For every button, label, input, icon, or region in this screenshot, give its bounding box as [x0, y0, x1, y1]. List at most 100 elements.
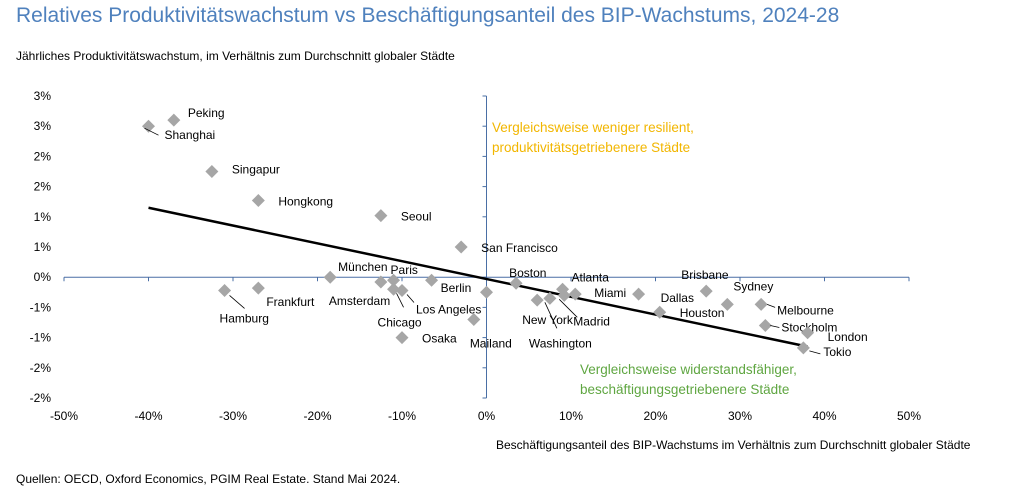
data-point-marker	[543, 291, 557, 305]
data-point-marker	[568, 287, 582, 301]
y-tick-label: 0%	[34, 270, 52, 284]
data-point-label: Boston	[509, 266, 546, 280]
x-tick-label: 10%	[559, 409, 583, 423]
data-point-marker	[754, 297, 768, 311]
data-point-label: Sydney	[733, 279, 773, 293]
data-point-label: Osaka	[422, 332, 457, 346]
data-point-marker	[425, 273, 439, 287]
chart-title: Relatives Produktivitätswachstum vs Besc…	[16, 4, 840, 27]
data-point-label: Miami	[594, 286, 626, 300]
data-point-label: Hongkong	[278, 194, 333, 208]
data-point-marker	[454, 240, 468, 254]
data-point-label: Hamburg	[220, 311, 269, 325]
data-point-label: Mailand	[470, 336, 512, 350]
label-leader-line	[558, 299, 578, 318]
label-leader-line	[544, 302, 558, 329]
x-tick-label: -30%	[219, 409, 247, 423]
data-point-label: Washington	[529, 336, 592, 350]
y-tick-label: 3%	[34, 119, 52, 133]
data-point-label: Chicago	[378, 315, 422, 329]
data-point-marker	[323, 270, 337, 284]
x-tick-label: 30%	[728, 409, 752, 423]
data-point-marker	[467, 312, 481, 326]
data-point-label: Tokio	[823, 345, 851, 359]
label-leader-line	[396, 293, 404, 308]
quadrant-annotation: Vergleichsweise widerstandsfähiger,	[580, 362, 797, 377]
data-point-marker	[205, 165, 219, 178]
data-point-label: Seoul	[401, 210, 432, 224]
label-leader-line	[229, 295, 245, 309]
data-point-marker	[480, 285, 493, 299]
data-point-label: Berlin	[441, 281, 472, 295]
x-tick-label: -40%	[134, 409, 162, 423]
data-point-marker	[720, 297, 734, 311]
data-point-marker	[699, 284, 713, 298]
source-note: Quellen: OECD, Oxford Economics, PGIM Re…	[16, 472, 401, 486]
label-leader-line	[770, 325, 780, 328]
y-tick-label: 2%	[34, 149, 52, 163]
y-axis-label: Jährliches Produktivitätswachstum, im Ve…	[16, 49, 455, 63]
x-tick-label: 20%	[643, 409, 667, 423]
data-point-marker	[251, 193, 265, 207]
y-tick-label: 3%	[34, 89, 52, 103]
trend-line	[148, 206, 808, 348]
data-point-marker	[395, 331, 409, 345]
y-tick-label: 2%	[34, 180, 52, 194]
data-point-label: Peking	[188, 106, 225, 120]
quadrant-annotation: produktivitätsgetriebenere Städte	[492, 140, 690, 155]
data-point-label: London	[828, 330, 868, 344]
label-leader-line	[406, 294, 415, 303]
data-point-marker	[796, 341, 810, 355]
data-point-label: Houston	[680, 306, 725, 320]
data-point-marker	[557, 288, 571, 302]
data-point-label: Melbourne	[777, 303, 834, 317]
data-point-label: Madrid	[573, 314, 610, 328]
x-tick-label: -10%	[388, 409, 416, 423]
data-point-marker	[167, 113, 181, 127]
x-tick-label: 0%	[478, 409, 496, 423]
x-tick-label: -20%	[303, 409, 331, 423]
y-tick-label: 1%	[34, 210, 52, 224]
y-tick-label: 1%	[34, 240, 52, 254]
data-point-label: San Francisco	[481, 241, 558, 255]
data-point-label: Amsterdam	[329, 294, 390, 308]
data-point-label: Los Angeles	[416, 302, 481, 316]
data-point-label: Paris	[391, 263, 418, 277]
data-point-marker	[142, 119, 155, 133]
data-point-marker	[530, 293, 544, 307]
x-axis-label: Beschäftigungsanteil des BIP-Wachstums i…	[496, 438, 971, 452]
data-point-label: Frankfurt	[266, 295, 315, 309]
data-point-marker	[801, 326, 815, 340]
x-tick-label: -50%	[50, 409, 78, 423]
data-point-label: Shanghai	[165, 128, 216, 142]
data-point-marker	[387, 282, 401, 296]
quadrant-annotation: beschäftigungsgetriebenere Städte	[580, 382, 789, 397]
data-point-marker	[251, 281, 265, 295]
label-leader-line	[766, 304, 776, 308]
data-point-label: Singapur	[232, 163, 280, 177]
data-point-marker	[374, 275, 388, 289]
data-point-label: Stockholm	[781, 321, 837, 335]
label-leader-line	[809, 350, 821, 355]
data-point-marker	[758, 319, 772, 333]
x-tick-label: 40%	[812, 409, 836, 423]
label-leader-line	[144, 127, 159, 136]
data-point-marker	[218, 283, 232, 297]
data-point-label: New York	[522, 313, 574, 327]
data-point-label: Atlanta	[572, 270, 610, 284]
data-point-label: Dallas	[661, 291, 694, 305]
y-tick-label: -1%	[30, 331, 52, 345]
data-point-marker	[374, 209, 388, 223]
data-point-marker	[632, 287, 646, 301]
quadrant-annotation: Vergleichsweise weniger resilient,	[492, 120, 694, 135]
y-tick-label: -1%	[30, 300, 52, 314]
data-point-marker	[387, 273, 401, 287]
data-point-marker	[509, 276, 523, 290]
x-tick-label: 50%	[897, 409, 921, 423]
data-point-marker	[395, 283, 409, 297]
data-point-label: Brisbane	[681, 268, 729, 282]
y-tick-label: -2%	[30, 391, 52, 405]
data-point-marker	[653, 305, 667, 319]
data-point-label: München	[338, 260, 387, 274]
